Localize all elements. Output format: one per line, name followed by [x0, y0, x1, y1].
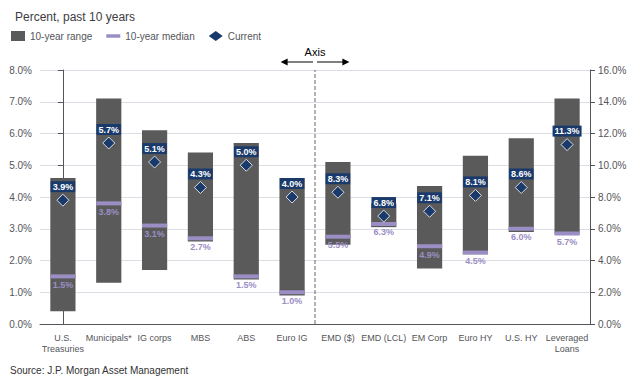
- svg-text:EM Corp: EM Corp: [412, 333, 448, 343]
- svg-text:EMD ($): EMD ($): [321, 333, 355, 343]
- svg-text:8.0%: 8.0%: [598, 192, 621, 203]
- svg-text:6.3%: 6.3%: [373, 227, 394, 237]
- svg-text:EMD (LCL): EMD (LCL): [361, 333, 406, 343]
- svg-text:8.0%: 8.0%: [9, 65, 32, 76]
- svg-text:0.0%: 0.0%: [9, 319, 32, 330]
- svg-text:4.5%: 4.5%: [465, 256, 486, 266]
- svg-text:4.0%: 4.0%: [282, 179, 303, 189]
- svg-text:Treasuries: Treasuries: [42, 344, 85, 354]
- svg-text:6.0%: 6.0%: [9, 128, 32, 139]
- svg-text:Municipals*: Municipals*: [86, 333, 133, 343]
- svg-text:Loans: Loans: [555, 344, 580, 354]
- svg-text:5.7%: 5.7%: [98, 125, 119, 135]
- svg-text:6.0%: 6.0%: [598, 223, 621, 234]
- svg-text:1.5%: 1.5%: [53, 280, 74, 290]
- svg-text:4.3%: 4.3%: [190, 169, 211, 179]
- svg-text:1.0%: 1.0%: [9, 287, 32, 298]
- svg-text:Axis: Axis: [305, 46, 326, 58]
- svg-text:Leveraged: Leveraged: [546, 333, 589, 343]
- svg-text:U.S.: U.S.: [54, 333, 72, 343]
- svg-text:3.9%: 3.9%: [53, 182, 74, 192]
- svg-text:8.3%: 8.3%: [328, 174, 349, 184]
- svg-text:10-year median: 10-year median: [125, 31, 194, 42]
- svg-text:4.9%: 4.9%: [419, 250, 440, 260]
- svg-text:5.5%: 5.5%: [328, 240, 349, 250]
- svg-text:16.0%: 16.0%: [598, 65, 626, 76]
- svg-text:5.7%: 5.7%: [557, 237, 578, 247]
- svg-text:10-year range: 10-year range: [30, 31, 93, 42]
- svg-text:12.0%: 12.0%: [598, 128, 626, 139]
- svg-text:8.1%: 8.1%: [465, 177, 486, 187]
- svg-text:2.0%: 2.0%: [9, 255, 32, 266]
- svg-text:2.0%: 2.0%: [598, 287, 621, 298]
- svg-text:8.6%: 8.6%: [511, 169, 532, 179]
- svg-text:6.8%: 6.8%: [373, 198, 394, 208]
- svg-text:11.3%: 11.3%: [555, 126, 580, 136]
- svg-text:14.0%: 14.0%: [598, 96, 626, 107]
- svg-text:3.0%: 3.0%: [9, 223, 32, 234]
- svg-text:U.S. HY: U.S. HY: [505, 333, 538, 343]
- svg-text:ABS: ABS: [237, 333, 255, 343]
- svg-text:Source: J.P. Morgan Asset Mana: Source: J.P. Morgan Asset Management: [10, 365, 188, 376]
- svg-text:0.0%: 0.0%: [598, 319, 621, 330]
- svg-text:3.1%: 3.1%: [144, 229, 165, 239]
- svg-text:Percent, past 10 years: Percent, past 10 years: [15, 10, 135, 24]
- svg-text:MBS: MBS: [191, 333, 211, 343]
- svg-text:1.0%: 1.0%: [282, 296, 303, 306]
- svg-text:4.0%: 4.0%: [598, 255, 621, 266]
- svg-text:6.0%: 6.0%: [511, 232, 532, 242]
- svg-text:10.0%: 10.0%: [598, 160, 626, 171]
- svg-text:3.8%: 3.8%: [98, 207, 119, 217]
- svg-text:5.0%: 5.0%: [9, 160, 32, 171]
- svg-text:IG corps: IG corps: [138, 333, 173, 343]
- svg-text:5.1%: 5.1%: [144, 144, 165, 154]
- svg-text:7.1%: 7.1%: [419, 193, 440, 203]
- svg-text:5.0%: 5.0%: [236, 147, 257, 157]
- svg-text:Euro IG: Euro IG: [277, 333, 308, 343]
- svg-text:4.0%: 4.0%: [9, 192, 32, 203]
- svg-text:Euro HY: Euro HY: [458, 333, 492, 343]
- svg-text:1.5%: 1.5%: [236, 280, 257, 290]
- svg-text:Current: Current: [228, 31, 262, 42]
- svg-text:7.0%: 7.0%: [9, 96, 32, 107]
- svg-text:2.7%: 2.7%: [190, 242, 211, 252]
